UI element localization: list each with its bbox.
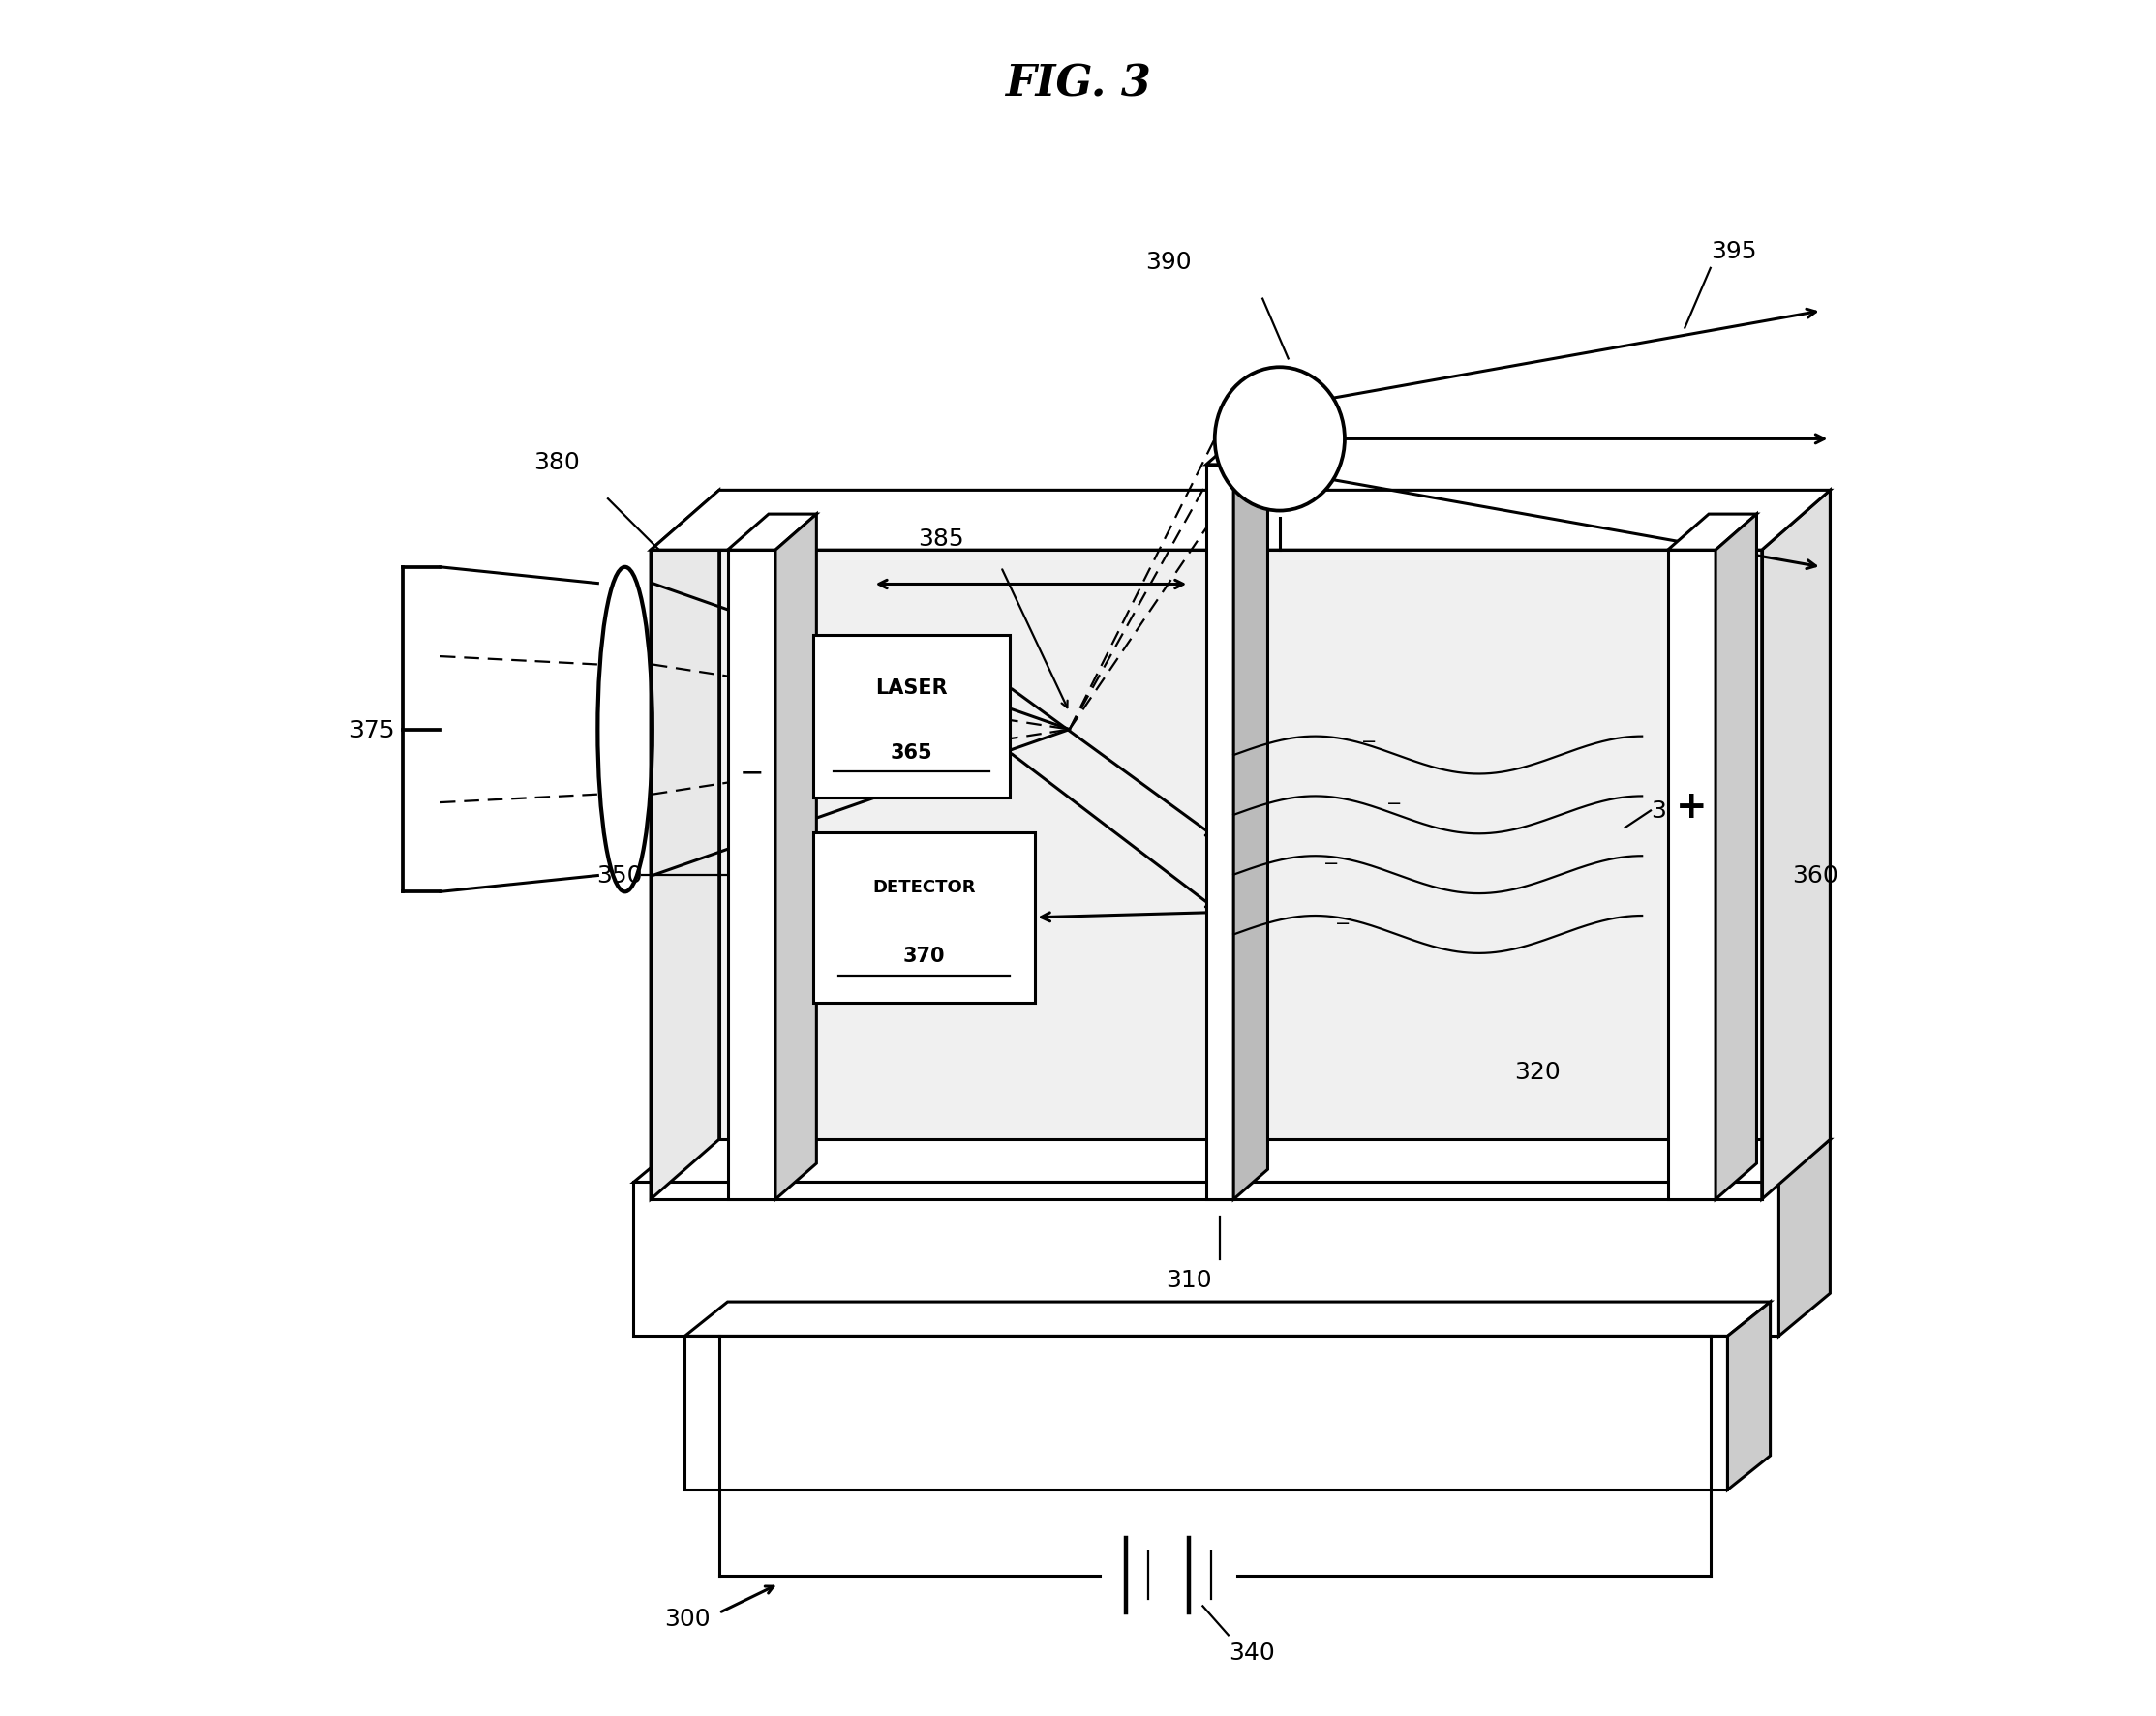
Polygon shape bbox=[634, 1182, 1779, 1337]
Polygon shape bbox=[1716, 515, 1757, 1199]
Text: 320: 320 bbox=[1514, 1060, 1561, 1083]
Text: LASER: LASER bbox=[875, 678, 946, 698]
Text: 300: 300 bbox=[664, 1606, 711, 1630]
Text: 365: 365 bbox=[890, 743, 931, 762]
Text: 340: 340 bbox=[1229, 1640, 1274, 1663]
Text: FIG. 3: FIG. 3 bbox=[1005, 63, 1151, 105]
Polygon shape bbox=[1669, 515, 1757, 551]
Polygon shape bbox=[1233, 436, 1268, 1199]
Text: 375: 375 bbox=[349, 719, 395, 741]
Polygon shape bbox=[1205, 465, 1233, 1199]
Bar bbox=[813, 832, 1035, 1004]
Text: 370: 370 bbox=[903, 946, 944, 964]
Polygon shape bbox=[727, 515, 817, 551]
Bar bbox=[813, 637, 1009, 798]
Text: 330: 330 bbox=[1651, 800, 1697, 822]
Ellipse shape bbox=[1214, 367, 1345, 511]
Polygon shape bbox=[776, 515, 817, 1199]
Text: DETECTOR: DETECTOR bbox=[873, 879, 977, 896]
Text: −: − bbox=[1324, 855, 1339, 872]
Text: 380: 380 bbox=[533, 451, 580, 474]
Text: −: − bbox=[1335, 913, 1352, 932]
Text: 390: 390 bbox=[1145, 251, 1192, 275]
Text: +: + bbox=[1675, 788, 1708, 825]
Text: 385: 385 bbox=[918, 527, 964, 551]
FancyArrowPatch shape bbox=[1453, 983, 1511, 1036]
Polygon shape bbox=[1205, 436, 1268, 465]
Polygon shape bbox=[1779, 1139, 1830, 1337]
Polygon shape bbox=[651, 491, 1830, 551]
Text: 350: 350 bbox=[595, 863, 642, 887]
Polygon shape bbox=[1761, 491, 1830, 1199]
Text: −: − bbox=[1360, 733, 1376, 752]
Polygon shape bbox=[720, 491, 1830, 1139]
Text: −: − bbox=[1386, 795, 1401, 813]
Polygon shape bbox=[727, 551, 776, 1199]
Polygon shape bbox=[686, 1302, 1770, 1337]
Polygon shape bbox=[686, 1337, 1727, 1489]
Polygon shape bbox=[1669, 551, 1716, 1199]
Text: 395: 395 bbox=[1710, 240, 1757, 263]
Text: 360: 360 bbox=[1792, 863, 1839, 887]
Polygon shape bbox=[1727, 1302, 1770, 1489]
Text: 310: 310 bbox=[1166, 1268, 1212, 1290]
Polygon shape bbox=[634, 1139, 1830, 1182]
Text: −: − bbox=[740, 758, 763, 786]
Polygon shape bbox=[651, 491, 720, 1199]
